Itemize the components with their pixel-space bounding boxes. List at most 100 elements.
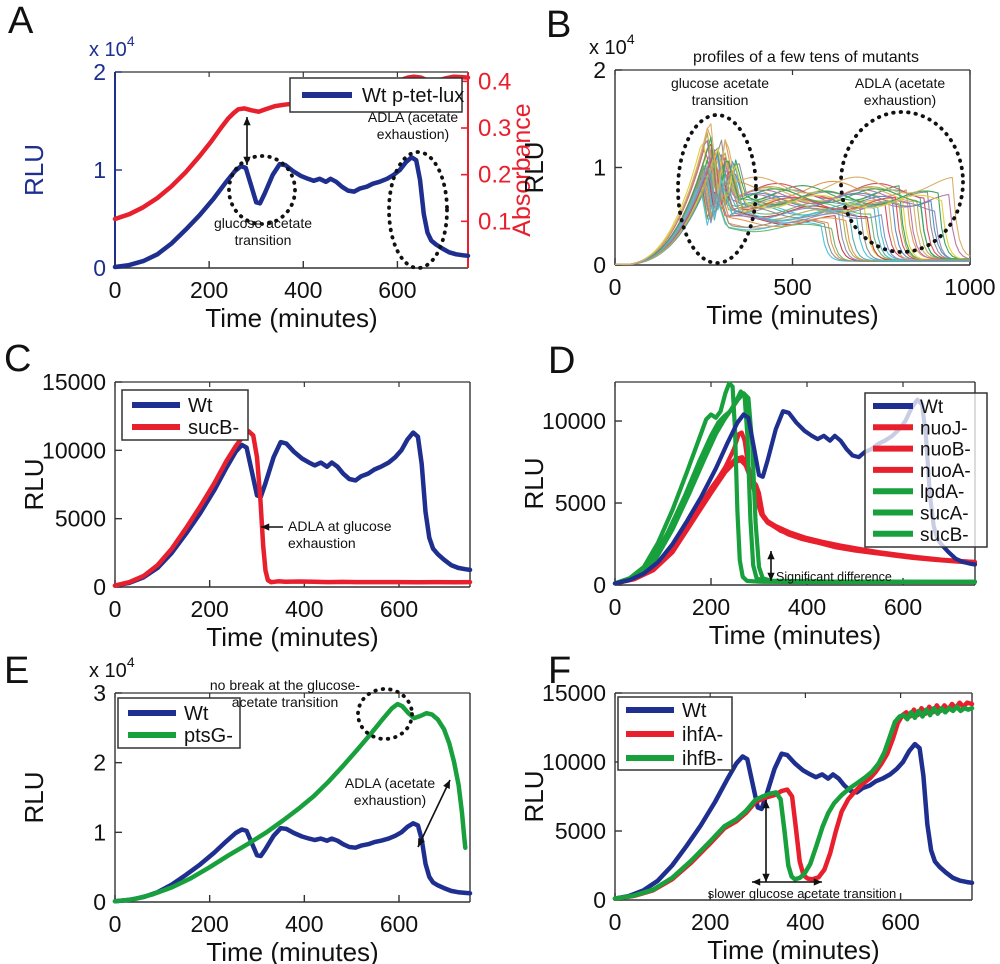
y2-tick-label: 0.4 xyxy=(478,68,511,95)
arrowhead-icon xyxy=(762,873,770,882)
x-axis-title: Time (minutes) xyxy=(205,303,377,333)
panel-d: D 0 200 400 600 0 5000 10000 RLU Time (minutes) W… xyxy=(500,330,1000,650)
y-tick-label: 10000 xyxy=(542,408,606,434)
panel-a: A 0 200 400 600 0 1 2 0.1 0.2 0.3 0.4 Absorbance x 1… xyxy=(0,0,536,333)
y-tick-label: 15000 xyxy=(42,369,106,395)
annotation-text: ADLA (acetate xyxy=(368,109,458,125)
y-axis-title: RLU xyxy=(19,458,49,510)
y-tick-label: 0 xyxy=(93,574,106,600)
chart-f: 0 200 400 600 0 5000 10000 15000 RLU Time (minute… xyxy=(519,680,975,964)
x-tick-label: 200 xyxy=(190,596,228,622)
mutant-series-line xyxy=(615,175,970,265)
panel-label-f: F xyxy=(548,650,572,692)
x-tick-label: 200 xyxy=(691,909,729,935)
mutant-series-line xyxy=(615,123,971,265)
arrowhead-icon xyxy=(767,551,775,560)
x-tick-label: 600 xyxy=(380,596,418,622)
x-axis-title: Time (minutes) xyxy=(707,935,879,964)
x-tick-label: 0 xyxy=(109,277,122,303)
annotation-text: no break at the glucose- xyxy=(210,677,361,693)
arrowhead-icon xyxy=(762,800,770,809)
mutant-series-line xyxy=(615,174,970,265)
legend-label: Wt xyxy=(184,703,209,725)
series-wt-p-tet-lux xyxy=(112,155,471,270)
panel-e: E 0 200 400 600 0 1 2 3 x 104 RLU Time (minutes) Wt… xyxy=(0,650,500,964)
y-tick-label: 1 xyxy=(93,819,106,845)
x-tick-label: 0 xyxy=(109,596,122,622)
panel-label-c: C xyxy=(4,338,32,380)
legend-label: Wt xyxy=(682,700,707,722)
y-exponent-label: x 104 xyxy=(89,33,135,61)
y-tick-label: 0 xyxy=(593,887,606,913)
y-tick-label: 0 xyxy=(593,572,606,598)
panel-label-e: E xyxy=(4,650,30,692)
annotation-arrow xyxy=(417,779,451,848)
series-wt xyxy=(612,741,975,901)
y-exponent-label: x 104 xyxy=(89,654,135,682)
arrowhead-icon xyxy=(813,878,822,886)
legend-label: nuoJ- xyxy=(920,418,968,439)
x-tick-label: 1000 xyxy=(944,274,995,300)
annotation-text: exhaustion xyxy=(288,535,356,551)
mutant-series-line xyxy=(615,149,970,265)
series-wt xyxy=(112,430,473,588)
y-tick-label: 5000 xyxy=(555,818,606,844)
x-axis-title: Time (minutes) xyxy=(206,622,378,652)
annotation-dotted-ellipse xyxy=(227,154,297,226)
annotation-text: profiles of a few tens of mutants xyxy=(693,49,919,66)
y-tick-label: 1 xyxy=(593,155,606,181)
legend-box xyxy=(117,697,241,749)
series-ihfb- xyxy=(612,704,975,901)
legend-label: lpdA- xyxy=(920,482,964,503)
x-tick-label: 0 xyxy=(609,594,622,620)
legend-label: ptsG- xyxy=(184,725,233,747)
x-tick-label: 0 xyxy=(609,274,622,300)
panel-label-a: A xyxy=(8,0,34,42)
x-axis-title: Time (minutes) xyxy=(706,300,878,330)
x-tick-label: 400 xyxy=(788,594,826,620)
panel-f: F 0 200 400 600 0 5000 10000 15000 RLU Time (minu… xyxy=(500,650,1000,964)
annotation-text: glucose acetate xyxy=(671,75,769,91)
y-tick-label: 10000 xyxy=(542,749,606,775)
legend-label: Wt xyxy=(188,395,213,417)
panel-c: C 0 200 400 600 0 5000 10000 15000 RLU Time (minu… xyxy=(0,330,500,652)
legend-label: ihfB- xyxy=(682,748,723,770)
annotation-text: transition xyxy=(692,92,749,108)
x-tick-label: 200 xyxy=(692,594,730,620)
y-exponent-label: x 104 xyxy=(589,31,635,59)
x-axis-title: Time (minutes) xyxy=(709,620,881,650)
y-tick-label: 5000 xyxy=(555,490,606,516)
arrowhead-icon xyxy=(243,117,251,126)
y-axis-title: RLU xyxy=(519,457,549,509)
panel-b: B 0 500 1000 0 1 2 x 104 RLU Time (minutes) profi… xyxy=(500,0,1000,330)
y-tick-label: 2 xyxy=(593,57,606,83)
y-axis-title: RLU xyxy=(519,141,549,193)
panel-label-d: D xyxy=(548,340,576,382)
x-tick-label: 0 xyxy=(109,911,122,937)
legend-label: nuoA- xyxy=(920,461,971,482)
x-tick-label: 400 xyxy=(285,596,323,622)
annotation-text: exhaustion) xyxy=(354,792,426,808)
annotation-dotted-ellipse xyxy=(356,687,414,741)
legend-label: ihfA- xyxy=(682,724,723,746)
x-tick-label: 400 xyxy=(786,909,824,935)
annotation-text: Significant difference xyxy=(776,570,892,584)
mutant-series-line xyxy=(615,166,970,265)
annotation-dotted-ellipse xyxy=(676,113,758,265)
y-axis-title: RLU xyxy=(519,770,549,822)
chart-b: 0 500 1000 0 1 2x 104 RLU Time (minutes) profile… xyxy=(519,31,996,330)
y-tick-label: 3 xyxy=(93,680,106,706)
mutant-series-line xyxy=(615,136,970,265)
y-tick-label: 2 xyxy=(93,59,106,85)
y-tick-label: 5000 xyxy=(55,506,106,532)
x-tick-label: 400 xyxy=(285,911,323,937)
annotation-dotted-ellipse xyxy=(387,150,449,270)
x-tick-label: 200 xyxy=(190,277,228,303)
y2-tick-label: 0.3 xyxy=(478,115,511,142)
annotation-text: transition xyxy=(235,232,292,248)
legend-label: nuoB- xyxy=(920,440,971,461)
x-tick-label: 600 xyxy=(881,909,919,935)
y-axis-title: RLU xyxy=(19,771,49,823)
arrowhead-icon xyxy=(443,780,450,789)
annotation-dotted-ellipse xyxy=(839,110,965,254)
